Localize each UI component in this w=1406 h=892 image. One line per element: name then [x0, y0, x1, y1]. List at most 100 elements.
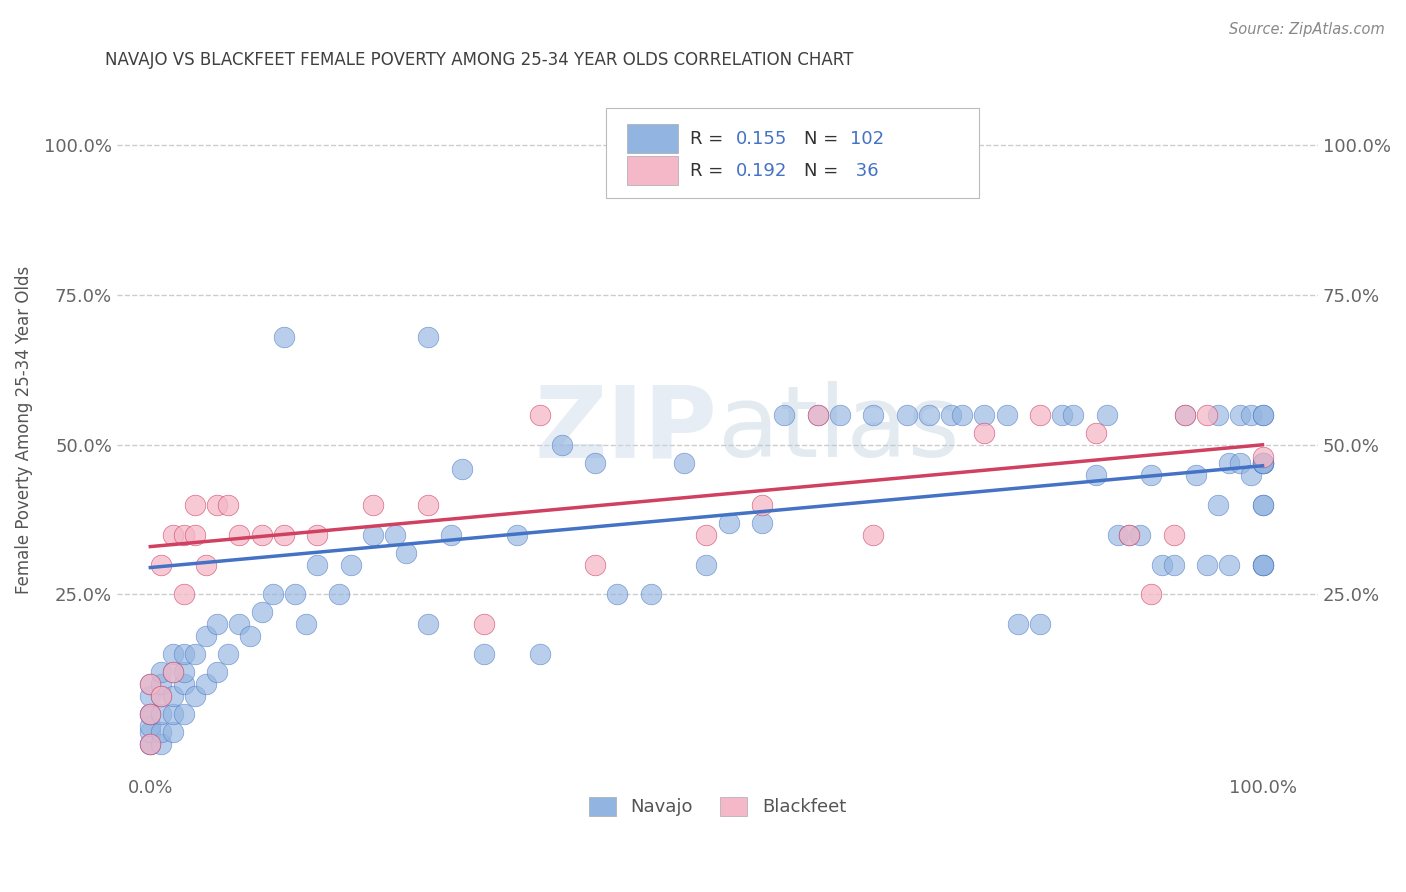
Point — [1095, 408, 1118, 422]
Point — [139, 690, 162, 704]
Point — [828, 408, 851, 422]
Point — [250, 606, 273, 620]
Point — [150, 690, 173, 704]
Point — [717, 516, 740, 530]
Point — [1218, 456, 1240, 470]
Point — [194, 558, 217, 572]
Point — [162, 707, 184, 722]
Point — [862, 408, 884, 422]
Point — [194, 629, 217, 643]
Point — [551, 438, 574, 452]
Point — [184, 648, 207, 662]
Point — [307, 558, 329, 572]
FancyBboxPatch shape — [606, 108, 980, 198]
Point — [1206, 408, 1229, 422]
Point — [173, 665, 195, 680]
Point — [217, 498, 239, 512]
Text: R =: R = — [690, 162, 728, 180]
Text: atlas: atlas — [717, 381, 959, 478]
Point — [250, 527, 273, 541]
Point — [162, 527, 184, 541]
Text: N =: N = — [804, 129, 844, 147]
Point — [361, 527, 384, 541]
Point — [807, 408, 830, 422]
Point — [472, 617, 495, 632]
Point — [918, 408, 941, 422]
Point — [1240, 467, 1263, 482]
Point — [1007, 617, 1029, 632]
Point — [418, 617, 440, 632]
Point — [896, 408, 918, 422]
Point — [194, 677, 217, 691]
Point — [1184, 467, 1206, 482]
Point — [239, 629, 262, 643]
Point — [295, 617, 318, 632]
Point — [273, 527, 295, 541]
Point — [205, 617, 228, 632]
Point — [751, 498, 773, 512]
Point — [307, 527, 329, 541]
Point — [1052, 408, 1074, 422]
Text: 36: 36 — [849, 162, 879, 180]
Point — [162, 648, 184, 662]
Point — [384, 527, 406, 541]
Point — [1084, 425, 1107, 440]
Point — [995, 408, 1018, 422]
Point — [606, 587, 628, 601]
Point — [339, 558, 361, 572]
Point — [205, 498, 228, 512]
Point — [150, 737, 173, 751]
Point — [1107, 527, 1129, 541]
Point — [139, 737, 162, 751]
Y-axis label: Female Poverty Among 25-34 Year Olds: Female Poverty Among 25-34 Year Olds — [15, 266, 32, 594]
Point — [1251, 498, 1274, 512]
Point — [1251, 498, 1274, 512]
Point — [440, 527, 463, 541]
Point — [1251, 558, 1274, 572]
Point — [228, 617, 250, 632]
Point — [139, 737, 162, 751]
Point — [450, 461, 472, 475]
Point — [506, 527, 529, 541]
Point — [1163, 558, 1185, 572]
Point — [162, 690, 184, 704]
Point — [1118, 527, 1140, 541]
Point — [139, 707, 162, 722]
Text: 0.155: 0.155 — [735, 129, 787, 147]
Point — [173, 527, 195, 541]
Point — [1251, 558, 1274, 572]
Point — [529, 648, 551, 662]
Point — [184, 527, 207, 541]
Point — [228, 527, 250, 541]
Point — [1084, 467, 1107, 482]
Point — [162, 665, 184, 680]
Point — [139, 707, 162, 722]
Point — [1029, 408, 1052, 422]
Point — [1240, 408, 1263, 422]
Point — [395, 545, 418, 559]
Point — [150, 558, 173, 572]
Point — [1118, 527, 1140, 541]
Point — [1195, 558, 1218, 572]
Point — [1251, 456, 1274, 470]
Point — [184, 498, 207, 512]
Text: 102: 102 — [849, 129, 884, 147]
Point — [217, 648, 239, 662]
Point — [1251, 456, 1274, 470]
Point — [1163, 527, 1185, 541]
Text: ZIP: ZIP — [534, 381, 717, 478]
Point — [418, 498, 440, 512]
Point — [950, 408, 973, 422]
Point — [150, 725, 173, 739]
Point — [139, 677, 162, 691]
Point — [973, 408, 995, 422]
Text: N =: N = — [804, 162, 844, 180]
Point — [162, 725, 184, 739]
Point — [773, 408, 796, 422]
Point — [1229, 456, 1251, 470]
Point — [939, 408, 962, 422]
Point — [1140, 467, 1163, 482]
Point — [1218, 558, 1240, 572]
Text: Source: ZipAtlas.com: Source: ZipAtlas.com — [1229, 22, 1385, 37]
Point — [1251, 408, 1274, 422]
